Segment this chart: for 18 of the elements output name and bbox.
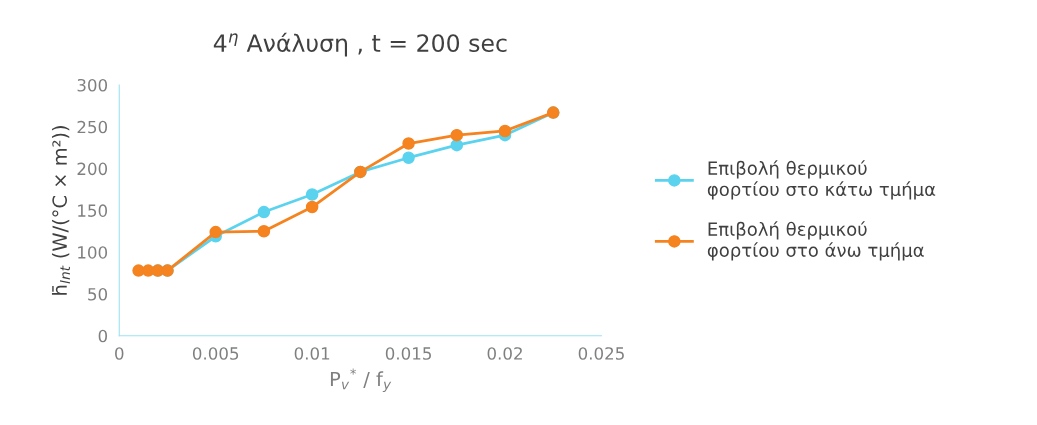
x-tick-label: 0 [115, 347, 124, 360]
y-axis-title: h̄$_{Int}$ (W/(°C × m²)) [51, 126, 70, 295]
chart-title: 4$^{η}$ Ανάλυση , t = 200 sec [213, 32, 507, 57]
x-tick-label: 0.02 [487, 347, 522, 360]
y-tick-label: 0 [98, 329, 108, 343]
y-tick-label: 300 [77, 78, 108, 92]
x-tick-label: 0.025 [578, 347, 624, 360]
y-tick-label: 150 [78, 204, 108, 217]
legend-label: Επιβολή θερμικού φορτίου στο κάτω τμήμα [707, 160, 936, 200]
y-tick-label: 250 [77, 120, 108, 134]
x-tick-label: 0.005 [192, 347, 239, 360]
x-tick-label: 0.01 [294, 347, 330, 360]
y-tick-label: 200 [77, 162, 108, 176]
x-tick-label: 0.015 [385, 347, 431, 360]
y-tick-label: 50 [88, 287, 108, 301]
x-axis-title: P$_{v}$$^{*}$ / f$_{y}$ [330, 368, 392, 393]
y-tick-label: 100 [78, 246, 108, 259]
legend-label: Επιβολή θερμικού φορτίου στο άνω τμήμα [707, 221, 924, 261]
